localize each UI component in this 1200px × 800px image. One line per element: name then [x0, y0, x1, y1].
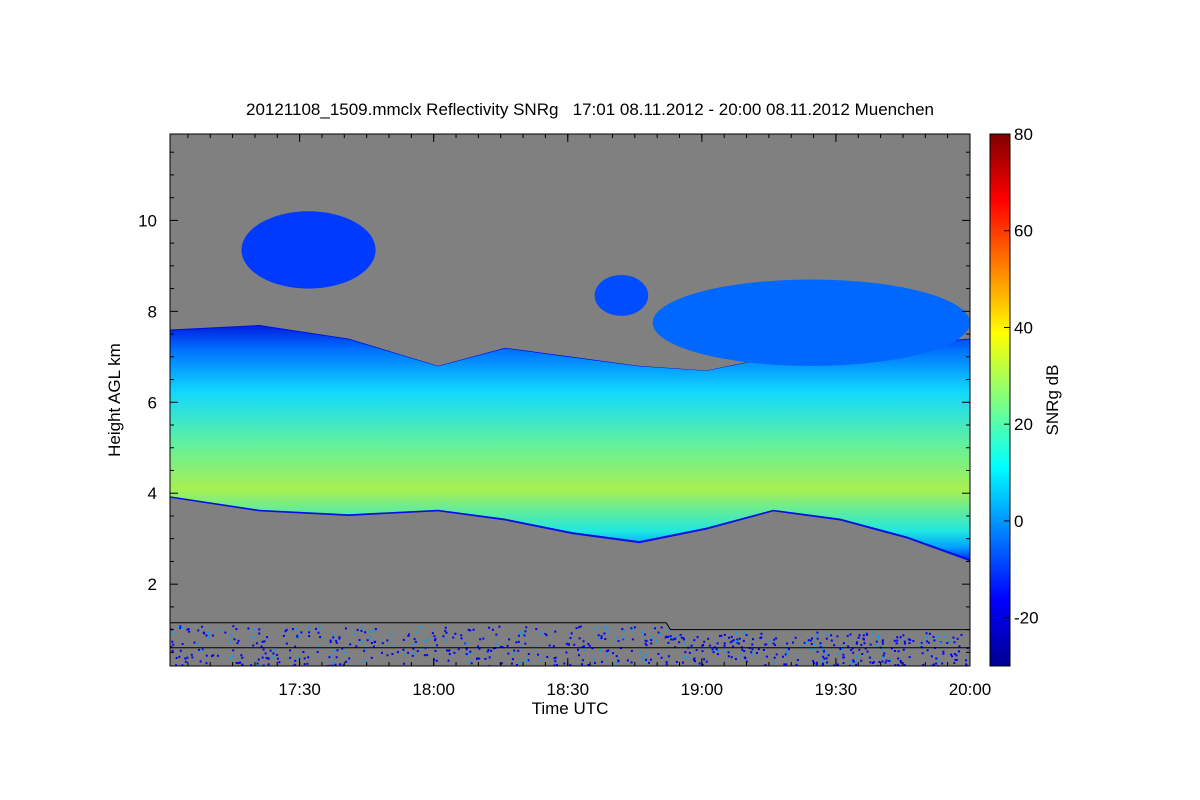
- chart-title: 20121108_1509.mmclx Reflectivity SNRg 17…: [246, 100, 934, 119]
- upper-cloud-patch: [652, 279, 970, 366]
- x-axis-label: Time UTC: [532, 699, 609, 718]
- colorbar-tick-label: 20: [1014, 415, 1033, 434]
- plot-frame: [169, 133, 971, 667]
- cloud-layer: [170, 326, 970, 559]
- upper-cloud-patch: [241, 211, 376, 289]
- colorbar-tick-label: 80: [1014, 125, 1033, 144]
- ground-clutter: [170, 625, 969, 666]
- y-tick-label: 2: [148, 575, 157, 594]
- colorbar: [989, 133, 1011, 667]
- colorbar-tick-label: 0: [1014, 512, 1023, 531]
- x-tick-label: 20:00: [949, 680, 992, 699]
- x-tick-label: 17:30: [278, 680, 321, 699]
- x-tick-label: 19:30: [815, 680, 858, 699]
- colorbar-tick-label: 60: [1014, 222, 1033, 241]
- x-tick-label: 18:30: [546, 680, 589, 699]
- colorbar-label: SNRg dB: [1043, 365, 1062, 436]
- y-tick-label: 4: [148, 484, 157, 503]
- colorbar-tick-label: 40: [1014, 318, 1033, 337]
- x-tick-label: 18:00: [412, 680, 455, 699]
- colorbar-tick-label: -20: [1014, 609, 1039, 628]
- y-tick-label: 10: [138, 211, 157, 230]
- y-tick-label: 6: [148, 393, 157, 412]
- y-axis-label: Height AGL km: [105, 343, 124, 457]
- x-tick-label: 19:00: [681, 680, 724, 699]
- upper-cloud-patch: [594, 274, 649, 316]
- y-tick-label: 8: [148, 302, 157, 321]
- range-gate-line: [170, 622, 970, 631]
